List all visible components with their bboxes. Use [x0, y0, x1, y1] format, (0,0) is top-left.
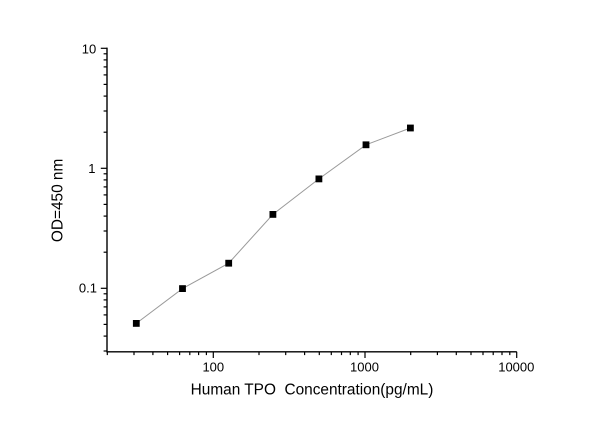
svg-text:OD=450 nm: OD=450 nm: [50, 159, 67, 242]
svg-text:1000: 1000: [350, 359, 379, 374]
svg-text:Human TPO Concentration(pg/mL: Human TPO Concentration(pg/mL): [191, 382, 434, 399]
svg-text:0.1: 0.1: [79, 281, 97, 296]
svg-text:1: 1: [88, 161, 95, 176]
svg-text:100: 100: [202, 359, 224, 374]
svg-text:10: 10: [82, 41, 96, 56]
svg-text:10000: 10000: [498, 359, 534, 374]
